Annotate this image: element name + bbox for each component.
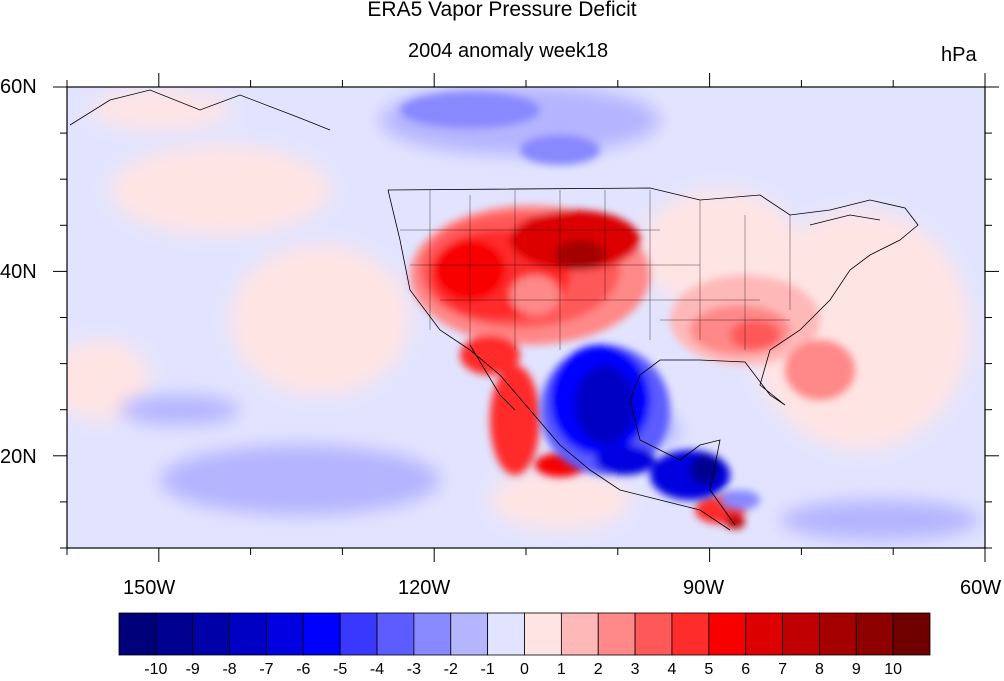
colorbar-boxes: [119, 613, 930, 655]
colorbar-label: 1: [541, 661, 581, 679]
colorbar-box: [119, 613, 156, 655]
colorbar-box: [893, 613, 930, 655]
colorbar-box: [414, 613, 451, 655]
colorbar-box: [561, 613, 598, 655]
colorbar-box: [525, 613, 562, 655]
colorbar-label: -1: [468, 661, 508, 679]
colorbar-box: [451, 613, 488, 655]
colorbar-label: 7: [763, 661, 803, 679]
colorbar-box: [266, 613, 303, 655]
colorbar-box: [709, 613, 746, 655]
colorbar-box: [635, 613, 672, 655]
colorbar-label: -9: [173, 661, 213, 679]
colorbar-label: 8: [799, 661, 839, 679]
colorbar-label: 6: [726, 661, 766, 679]
colorbar-box: [819, 613, 856, 655]
colorbar-box: [488, 613, 525, 655]
colorbar-box: [746, 613, 783, 655]
colorbar-label: 10: [873, 661, 913, 679]
colorbar-box: [230, 613, 267, 655]
colorbar-label: 0: [505, 661, 545, 679]
colorbar-box: [193, 613, 230, 655]
colorbar-label: -4: [357, 661, 397, 679]
colorbar-box: [856, 613, 893, 655]
colorbar-label: 2: [578, 661, 618, 679]
colorbar-box: [303, 613, 340, 655]
colorbar-box: [156, 613, 193, 655]
colorbar-label: -3: [394, 661, 434, 679]
colorbar-label: -8: [210, 661, 250, 679]
colorbar-box: [672, 613, 709, 655]
colorbar-label: -10: [136, 661, 176, 679]
colorbar-label: -7: [246, 661, 286, 679]
colorbar-label: 3: [615, 661, 655, 679]
colorbar-label: 9: [836, 661, 876, 679]
colorbar-label: -2: [431, 661, 471, 679]
colorbar-label: -5: [320, 661, 360, 679]
colorbar: [0, 0, 1004, 681]
colorbar-box: [783, 613, 820, 655]
colorbar-box: [340, 613, 377, 655]
colorbar-label: -6: [283, 661, 323, 679]
colorbar-label: 5: [689, 661, 729, 679]
colorbar-box: [598, 613, 635, 655]
colorbar-label: 4: [652, 661, 692, 679]
colorbar-box: [377, 613, 414, 655]
